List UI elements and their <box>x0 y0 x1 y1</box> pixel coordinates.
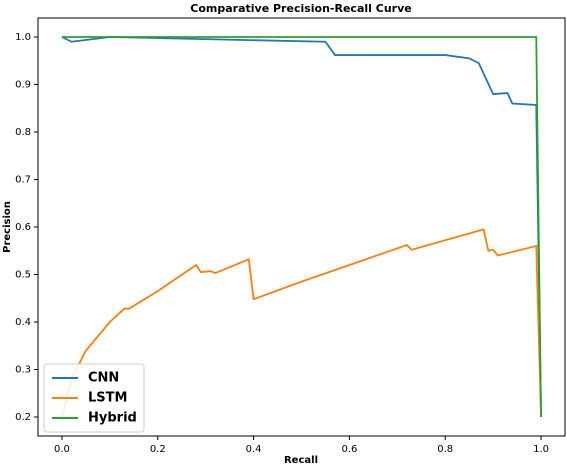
y-tick-label: 1.0 <box>15 32 31 43</box>
line <box>61 36 542 418</box>
y-tick-label: 0.8 <box>15 127 31 138</box>
x-tick-label: 0.8 <box>437 444 453 455</box>
legend-box <box>43 363 145 433</box>
x-tick-label: 1.0 <box>533 444 549 455</box>
legend-label: CNN <box>88 371 119 386</box>
x-tick-label: 0.2 <box>150 444 166 455</box>
y-tick-label: 0.6 <box>15 222 31 233</box>
y-tick-label: 0.9 <box>15 80 31 91</box>
x-axis-label: Recall <box>284 455 318 466</box>
y-tick-label: 0.3 <box>15 365 31 376</box>
y-tick-label: 0.2 <box>15 412 31 423</box>
y-tick-label: 0.4 <box>15 317 31 328</box>
x-tick-label: 0.4 <box>246 444 262 455</box>
y-axis-label: Precision <box>2 201 13 253</box>
y-tick-label: 0.7 <box>15 175 31 186</box>
plot-frame <box>37 17 566 437</box>
legend-label: Hybrid <box>88 411 137 426</box>
line <box>61 228 542 418</box>
legend-label: LSTM <box>88 391 127 406</box>
x-tick-label: 0.6 <box>341 444 357 455</box>
line <box>61 36 542 418</box>
y-tick-label: 0.5 <box>15 270 31 281</box>
x-tick-label: 0.0 <box>54 444 70 455</box>
chart-title: Comparative Precision-Recall Curve <box>190 2 411 15</box>
